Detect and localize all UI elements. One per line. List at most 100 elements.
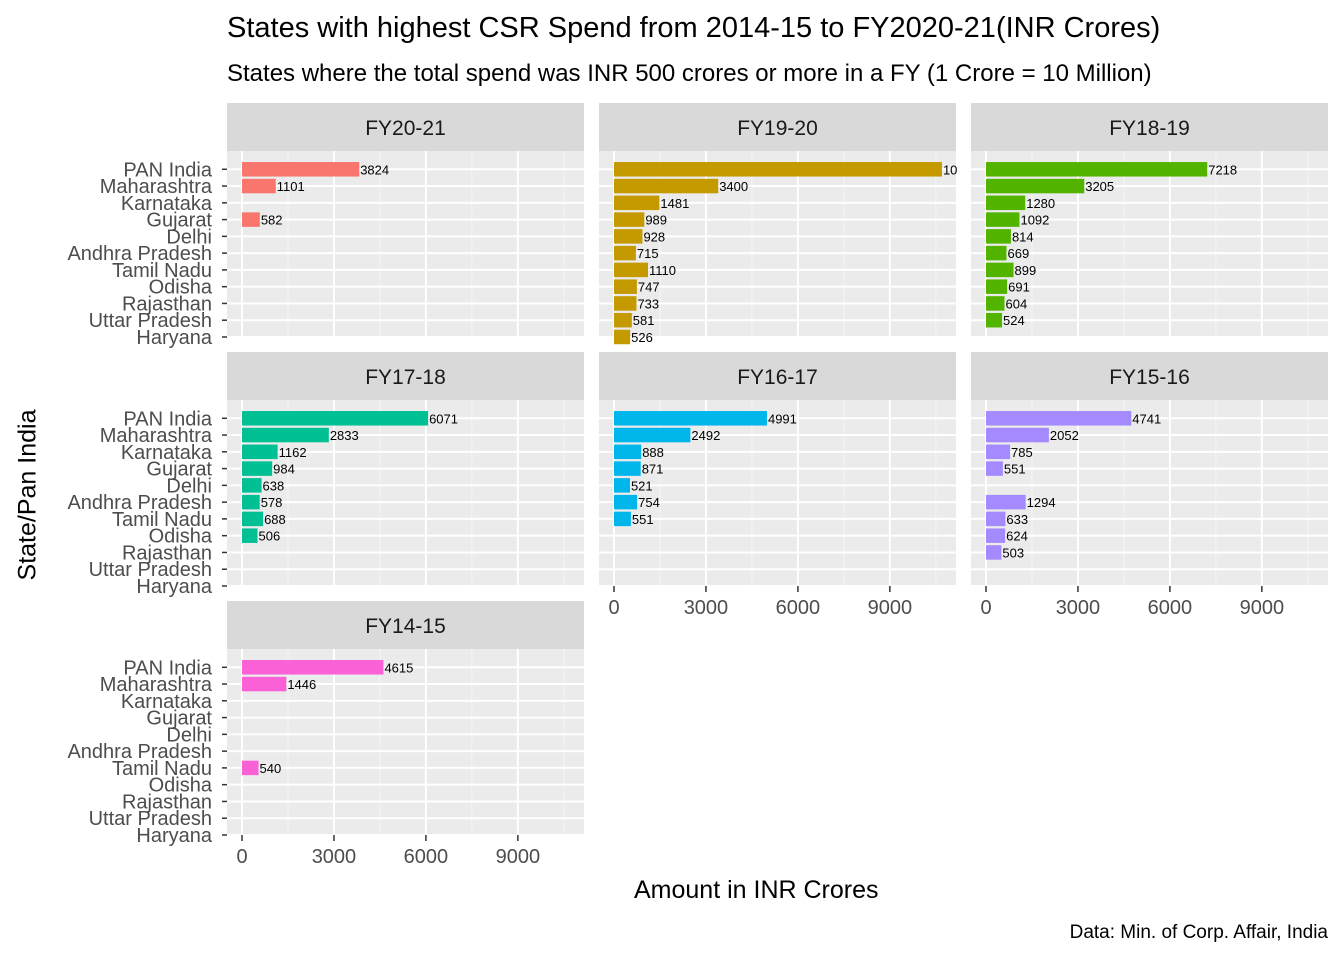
bar-fy19-20-maharashtra [614,178,719,194]
facet-label-fy16-17: FY16-17 [737,366,818,389]
chart-title: States with highest CSR Spend from 2014-… [227,12,1161,44]
bar-value-label-fy19-20-andhra-pradesh: 715 [637,246,659,261]
y-tick-label-rajasthan: Rajasthan [122,293,212,315]
facet-strip-fy15-16 [971,352,1328,400]
y-tick-label-haryana: Haryana [136,576,212,598]
bar-fy19-20-karnataka [614,195,660,211]
bar-fy17-18-karnataka [242,444,278,460]
x-tick-label: 6000 [776,597,821,619]
y-tick-label-delhi: Delhi [166,475,212,497]
y-tick-label-haryana: Haryana [136,825,212,847]
bar-fy18-19-delhi [986,229,1011,244]
y-tick-label-rajasthan: Rajasthan [122,542,212,564]
bar-value-label-fy19-20-uttar-pradesh: 581 [633,313,655,328]
x-tick-label: 0 [236,846,247,868]
y-tick-label-odisha: Odisha [149,526,213,548]
bar-fy15-16-tamil-nadu [986,511,1006,527]
x-tick-label: 9000 [496,846,541,868]
y-tick-label-odisha: Odisha [149,775,213,797]
bar-value-label-fy17-18-delhi: 638 [263,478,285,493]
y-tick-label-karnataka: Karnataka [121,193,213,215]
bar-fy15-16-pan-india [986,411,1132,426]
y-tick-label-tamil-nadu: Tamil Nadu [112,260,212,282]
bar-fy14-15-maharashtra [242,676,287,692]
bar-fy15-16-karnataka [986,444,1011,460]
bar-value-label-fy16-17-tamil-nadu: 551 [632,512,654,527]
bar-fy16-17-tamil-nadu [614,511,631,527]
bar-value-label-fy19-20-delhi: 928 [643,229,665,244]
y-tick-label-gujarat: Gujarat [146,708,212,730]
bar-value-label-fy18-19-rajasthan: 604 [1006,296,1028,311]
bar-fy16-17-delhi [614,478,630,493]
bar-fy18-19-rajasthan [986,296,1005,311]
y-tick-label-andhra-pradesh: Andhra Pradesh [67,741,212,763]
x-tick-label: 9000 [1240,597,1285,619]
y-tick-label-uttar-pradesh: Uttar Pradesh [89,559,212,581]
bar-fy20-21-gujarat [242,212,260,227]
facet-strip-fy19-20 [599,103,956,151]
bar-fy20-21-maharashtra [242,178,276,194]
bar-value-label-fy18-19-karnataka: 1280 [1026,196,1055,211]
bar-value-label-fy19-20-pan-india: 10 [943,162,957,177]
x-tick-label: 0 [980,597,991,619]
y-tick-label-pan-india: PAN India [123,657,212,679]
facet-label-fy19-20: FY19-20 [737,117,818,140]
bar-fy18-19-karnataka [986,195,1026,211]
facet-strip-fy20-21 [227,103,584,151]
y-tick-label-odisha: Odisha [149,277,213,299]
bar-fy16-17-karnataka [614,444,642,460]
facet-strip-fy14-15 [227,601,584,649]
bar-value-label-fy19-20-tamil-nadu: 1110 [649,263,676,278]
bar-value-label-fy20-21-maharashtra: 1101 [277,179,305,194]
y-tick-label-gujarat: Gujarat [146,210,212,232]
bar-value-label-fy17-18-maharashtra: 2833 [330,428,359,443]
bar-value-label-fy18-19-andhra-pradesh: 669 [1008,246,1030,261]
y-tick-label-karnataka: Karnataka [121,442,213,464]
y-tick-label-maharashtra: Maharashtra [100,176,213,198]
bar-fy19-20-uttar-pradesh [614,312,632,328]
bar-value-label-fy15-16-rajasthan: 503 [1002,545,1024,560]
y-tick-label-karnataka: Karnataka [121,691,213,713]
bar-fy16-17-gujarat [614,461,641,476]
chart-caption: Data: Min. of Corp. Affair, India [1069,922,1328,943]
bar-value-label-fy18-19-delhi: 814 [1012,229,1034,244]
y-tick-label-uttar-pradesh: Uttar Pradesh [89,808,212,830]
y-tick-label-uttar-pradesh: Uttar Pradesh [89,310,212,332]
bar-value-label-fy15-16-karnataka: 785 [1011,445,1033,460]
bar-value-label-fy15-16-pan-india: 4741 [1132,411,1161,426]
y-tick-label-andhra-pradesh: Andhra Pradesh [67,492,212,514]
x-tick-label: 6000 [404,846,449,868]
facet-label-fy14-15: FY14-15 [365,615,446,638]
bar-fy18-19-gujarat [986,212,1020,227]
bar-fy18-19-tamil-nadu [986,262,1014,278]
bar-fy15-16-andhra-pradesh [986,494,1026,510]
bar-fy17-18-maharashtra [242,427,329,443]
bar-fy17-18-delhi [242,478,262,493]
bar-fy14-15-tamil-nadu [242,760,259,776]
bar-fy16-17-andhra-pradesh [614,494,638,510]
bar-value-label-fy14-15-maharashtra: 1446 [287,677,316,692]
bar-value-label-fy15-16-tamil-nadu: 633 [1006,512,1028,527]
bar-value-label-fy19-20-gujarat: 989 [645,213,667,228]
bar-fy18-19-pan-india [986,162,1208,177]
bar-value-label-fy19-20-odisha: 747 [638,280,660,295]
bar-fy19-20-gujarat [614,212,645,227]
bar-value-label-fy16-17-maharashtra: 2492 [691,428,720,443]
bar-fy18-19-odisha [986,279,1008,294]
bar-fy18-19-maharashtra [986,178,1085,194]
bar-fy15-16-gujarat [986,461,1003,476]
x-tick-label: 3000 [1056,597,1101,619]
bar-fy19-20-pan-india [614,162,942,177]
bar-value-label-fy19-20-haryana: 526 [631,330,653,345]
bar-fy19-20-andhra-pradesh [614,245,636,261]
panel-background-fy20-21 [227,151,584,337]
facet-label-fy18-19: FY18-19 [1109,117,1190,140]
x-tick-label: 9000 [868,597,913,619]
x-tick-label: 0 [608,597,619,619]
bar-fy17-18-odisha [242,528,258,543]
y-tick-label-delhi: Delhi [166,724,212,746]
bar-value-label-fy14-15-pan-india: 4615 [384,660,413,675]
bar-value-label-fy16-17-delhi: 521 [631,478,653,493]
